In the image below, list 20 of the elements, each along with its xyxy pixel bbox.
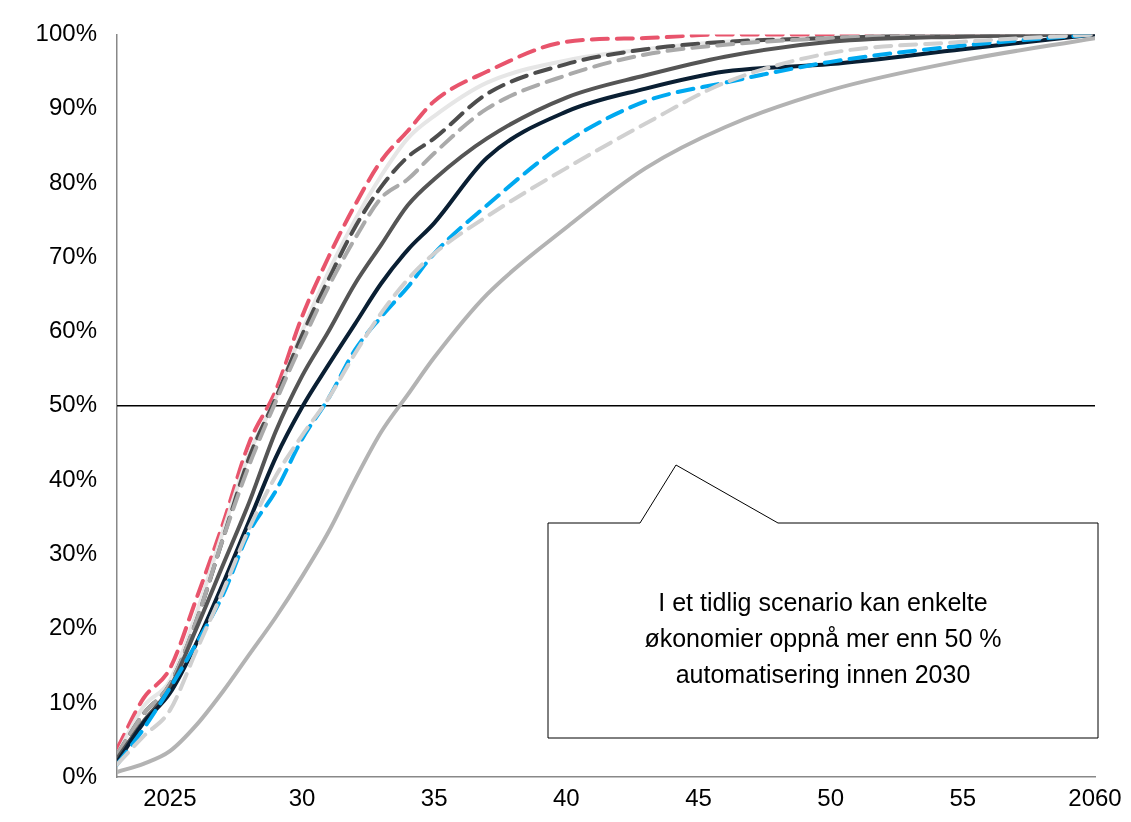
y-tick-label: 0% <box>62 761 97 789</box>
y-tick-label: 60% <box>48 316 97 344</box>
x-tick-label: 50 <box>817 784 845 812</box>
annotation: I et tidlig scenario kan enkelte økonomier oppnå mer enn 50 % automatisering innen 2030 <box>644 588 1002 689</box>
y-tick-label: 40% <box>48 464 97 492</box>
x-tick-label: 30 <box>288 784 316 812</box>
y-tick-label: 80% <box>48 167 97 195</box>
y-tick-label: 20% <box>48 613 97 641</box>
x-tick-label: 55 <box>949 784 977 812</box>
x-tick-label: 2060 <box>1068 784 1122 812</box>
y-tick-label: 100% <box>35 19 97 47</box>
y-tick-label: 10% <box>48 687 97 715</box>
x-tick-label: 40 <box>553 784 580 812</box>
y-tick-label: 30% <box>48 538 97 566</box>
y-tick-label: 70% <box>48 241 97 269</box>
y-tick-label: 90% <box>48 93 97 121</box>
x-tick-label: 35 <box>420 784 448 812</box>
x-tick-label: 2025 <box>143 784 197 812</box>
y-tick-label: 50% <box>48 390 97 418</box>
x-tick-label: 45 <box>685 784 712 812</box>
